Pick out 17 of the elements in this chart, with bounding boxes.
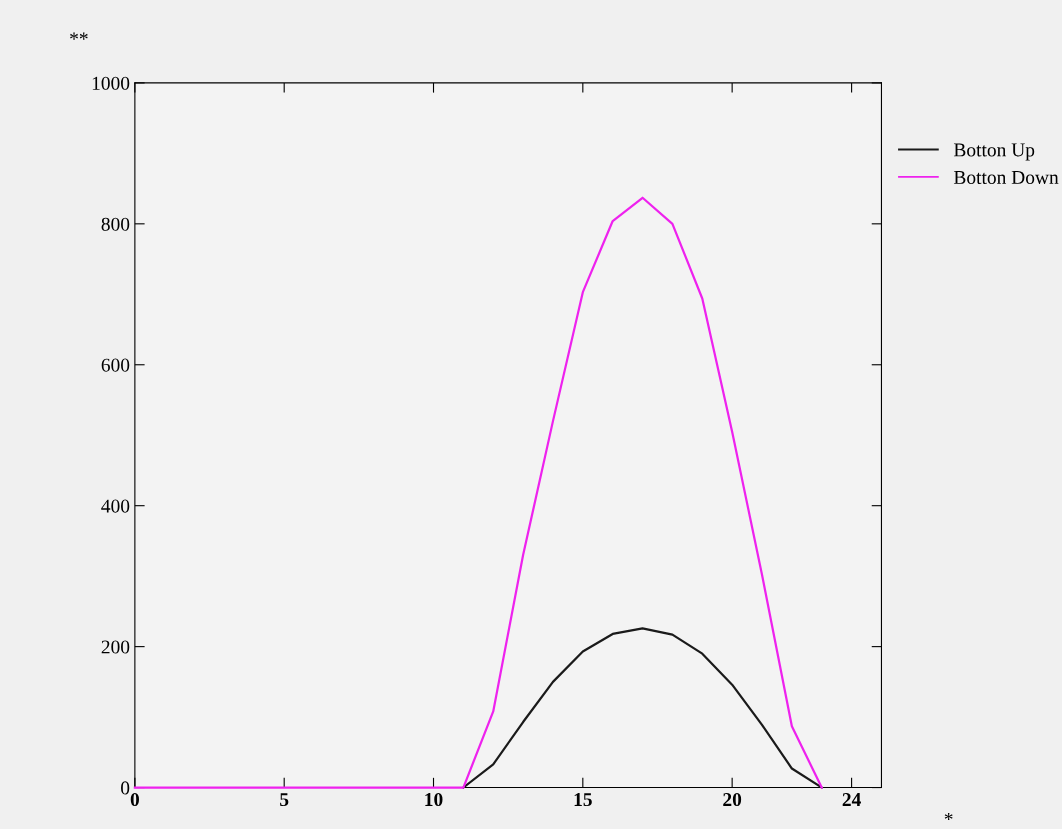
x-tick-label: 24 [842, 793, 861, 806]
x-axis-title: * [944, 812, 953, 821]
x-tick-label: 15 [574, 793, 592, 807]
y-tick-label: 800 [101, 217, 130, 231]
x-tick-label: 20 [723, 792, 742, 807]
y-tick-label: 400 [101, 499, 130, 513]
y-tick-label: 600 [101, 358, 130, 372]
y-tick-label: 1000 [92, 76, 130, 90]
y-tick-label: 200 [101, 640, 130, 654]
legend-label: Botton Down [953, 171, 1059, 184]
line-series [133, 196, 823, 789]
x-tick-label: 10 [425, 792, 443, 807]
x-tick-label: 5 [280, 793, 289, 807]
y-axis-title: ** [70, 32, 88, 40]
y-tick-label: 0 [121, 781, 130, 795]
line-series [462, 627, 823, 789]
legend-label: Botton Up [953, 143, 1035, 161]
